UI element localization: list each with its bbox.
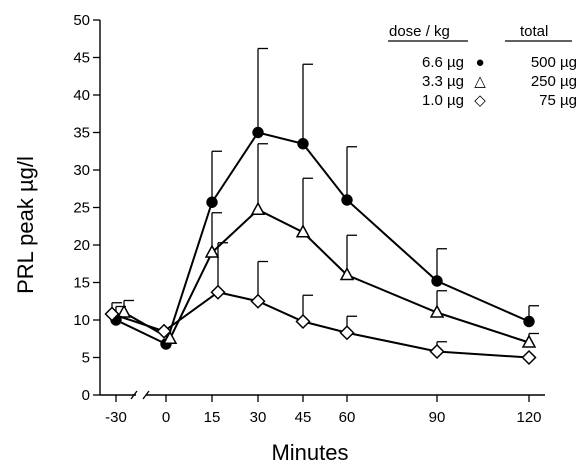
- legend-total-3: 75 µg: [539, 92, 577, 109]
- data-point: [429, 343, 445, 360]
- axes: [93, 19, 545, 402]
- y-tick-label: 15: [73, 275, 90, 292]
- y-tick-label: 5: [82, 350, 90, 367]
- x-axis-break-mark-1: [130, 390, 138, 400]
- legend-total-1: 500 µg: [531, 54, 577, 71]
- legend-header-total: total: [520, 23, 548, 40]
- y-tick-label: 25: [73, 200, 90, 217]
- legend-total-2: 250 µg: [531, 73, 577, 90]
- series-line: [111, 291, 530, 359]
- x-tick-labels: -30 0 15 30 45 60 90 120: [105, 409, 541, 426]
- data-point: [156, 323, 172, 339]
- legend-marker-1: ●: [475, 54, 484, 71]
- x-axis-break-mark-2: [142, 390, 150, 400]
- series-open-diamond: [104, 242, 537, 366]
- data-point: [339, 266, 355, 281]
- x-tick-label: 0: [162, 409, 170, 426]
- series-line: [115, 131, 530, 346]
- y-tick-label: 10: [73, 312, 90, 329]
- data-point: [116, 304, 132, 318]
- x-tick-label: 45: [295, 409, 312, 426]
- data-point: [429, 304, 445, 318]
- data-point: [250, 293, 266, 309]
- data-point: [295, 224, 311, 238]
- series-layer: [104, 47, 539, 366]
- data-point: [523, 315, 535, 328]
- data-point: [297, 138, 309, 150]
- data-point: [250, 201, 266, 215]
- y-tick-label: 0: [82, 387, 90, 404]
- x-tick-label: 90: [429, 409, 446, 426]
- legend: dose / kg total 6.6 µg ● 500 µg 3.3 µg △…: [388, 23, 577, 109]
- data-point: [204, 244, 220, 258]
- data-point: [104, 306, 120, 322]
- data-point: [521, 349, 537, 366]
- x-axis-title: Minutes: [271, 440, 348, 465]
- data-point: [341, 194, 353, 206]
- data-point: [521, 334, 537, 348]
- data-point: [295, 313, 311, 330]
- legend-dose-2: 3.3 µg: [422, 73, 464, 90]
- data-point: [431, 275, 443, 287]
- data-point: [206, 196, 218, 208]
- y-tick-label: 30: [73, 162, 90, 179]
- y-tick-label: 45: [73, 50, 90, 67]
- series-open-triangle: [116, 143, 539, 348]
- data-point: [162, 330, 178, 344]
- x-tick-label: 60: [339, 409, 356, 426]
- series-line: [123, 208, 530, 344]
- y-tick-label: 20: [73, 237, 90, 254]
- series-filled-circle: [110, 47, 539, 350]
- x-tick-label: 120: [516, 409, 541, 426]
- x-tick-label: -30: [105, 409, 127, 426]
- x-tick-label: 30: [250, 409, 267, 426]
- x-tick-label: 15: [204, 409, 221, 426]
- y-axis-title: PRL peak µg/l: [13, 156, 38, 294]
- y-tick-label: 35: [73, 125, 90, 142]
- legend-marker-2: △: [474, 73, 486, 90]
- y-tick-label: 40: [73, 87, 90, 104]
- legend-marker-3: ◇: [474, 92, 486, 109]
- data-point: [252, 126, 264, 139]
- legend-header-dose: dose / kg: [389, 23, 450, 40]
- data-point: [210, 284, 226, 300]
- y-tick-labels: 0 5 10 15 20 25 30 35 40 45 50: [73, 12, 90, 404]
- y-tick-label: 50: [73, 12, 90, 29]
- legend-dose-1: 6.6 µg: [422, 54, 464, 71]
- data-point: [339, 325, 355, 341]
- legend-dose-3: 1.0 µg: [422, 92, 464, 109]
